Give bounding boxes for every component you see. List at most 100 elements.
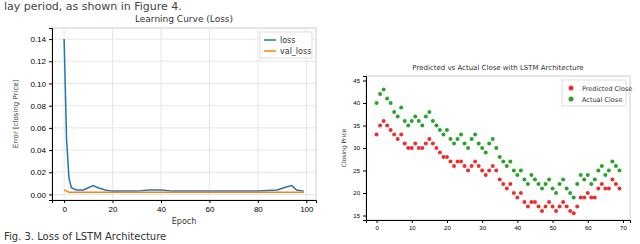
y-tick: 15 — [353, 213, 366, 219]
point — [420, 146, 424, 150]
x-tick-mark — [482, 220, 483, 223]
x-axis: 010203040506070 — [367, 220, 631, 231]
point — [533, 178, 537, 182]
point — [522, 200, 526, 204]
point — [610, 178, 614, 182]
line — [64, 190, 304, 192]
point — [382, 119, 386, 123]
point — [431, 119, 435, 123]
y-tick-label: 0.14 — [30, 35, 46, 44]
x-tick-label: 80 — [254, 205, 263, 214]
point — [540, 209, 544, 213]
point — [470, 164, 474, 168]
y-tick: 0.12 — [30, 57, 52, 66]
y-tick-mark — [363, 171, 366, 172]
x-tick-mark — [161, 200, 162, 203]
grid-line — [209, 28, 210, 200]
point — [438, 151, 442, 155]
point — [501, 160, 505, 164]
point — [480, 146, 484, 150]
point — [515, 173, 519, 177]
point — [385, 97, 389, 101]
point — [614, 164, 618, 168]
point — [529, 200, 533, 204]
point — [459, 160, 463, 164]
point — [445, 128, 449, 132]
x-tick: 100 — [300, 200, 314, 214]
marks — [64, 39, 304, 192]
point — [607, 187, 611, 191]
y-tick-label: 0.08 — [30, 102, 46, 111]
x-tick-label: 40 — [157, 205, 166, 214]
point — [519, 191, 523, 195]
point — [512, 191, 516, 195]
point — [579, 196, 583, 200]
point — [589, 182, 593, 186]
y-tick-label: 0.12 — [30, 57, 46, 66]
point — [603, 187, 607, 191]
x-tick: 60 — [205, 200, 214, 214]
point — [487, 142, 491, 146]
point — [452, 142, 456, 146]
y-tick-label: 30 — [353, 145, 360, 151]
point — [561, 200, 565, 204]
point — [466, 146, 470, 150]
point — [434, 146, 438, 150]
point — [448, 160, 452, 164]
page: lay period, as shown in Figure 4.Fig. 3.… — [0, 0, 640, 244]
point — [406, 124, 410, 128]
y-axis-title: Closing Price — [340, 128, 348, 167]
point — [456, 137, 460, 141]
point — [544, 182, 548, 186]
point — [413, 115, 417, 119]
point — [424, 115, 428, 119]
y-tick: 0.04 — [30, 146, 52, 155]
point — [399, 133, 403, 137]
point — [389, 101, 393, 105]
point — [551, 187, 555, 191]
point — [392, 133, 396, 137]
y-tick-mark — [49, 172, 52, 173]
x-tick-mark — [306, 200, 307, 203]
x-tick-mark — [623, 220, 624, 223]
y-tick: 35 — [353, 123, 366, 129]
chart-title: Learning Curve (Loss) — [135, 14, 233, 24]
point — [600, 164, 604, 168]
point — [427, 110, 431, 114]
caption: Fig. 3. Loss of LSTM Architecture — [4, 231, 166, 242]
point — [575, 205, 579, 209]
y-tick: 30 — [353, 145, 366, 151]
grid-line — [160, 28, 161, 200]
point — [396, 137, 400, 141]
point — [572, 211, 576, 215]
point — [431, 142, 435, 146]
x-tick-label: 30 — [479, 225, 486, 231]
point — [505, 187, 509, 191]
grid-line — [52, 105, 316, 106]
y-axis-title: Error [closing Price] — [12, 79, 20, 148]
point — [575, 182, 579, 186]
point — [417, 119, 421, 123]
marks — [375, 88, 622, 216]
point — [498, 178, 502, 182]
point — [579, 173, 583, 177]
point — [441, 155, 445, 159]
x-tick-mark — [588, 220, 589, 223]
y-tick: 0.02 — [30, 168, 52, 177]
line — [64, 39, 304, 191]
chart: 0204060801000.000.020.040.060.080.100.12… — [12, 14, 317, 226]
x-tick-label: 40 — [515, 225, 522, 231]
legend: lossval_loss — [260, 32, 312, 58]
y-tick: 0.10 — [30, 80, 52, 89]
point — [501, 182, 505, 186]
x-tick: 0 — [375, 220, 379, 231]
point — [526, 205, 530, 209]
point — [491, 137, 495, 141]
x-tick-label: 60 — [205, 205, 214, 214]
point — [484, 151, 488, 155]
point — [438, 128, 442, 132]
legend-swatch — [264, 50, 276, 52]
point — [614, 182, 618, 186]
point — [392, 110, 396, 114]
y-tick-mark — [49, 83, 52, 84]
